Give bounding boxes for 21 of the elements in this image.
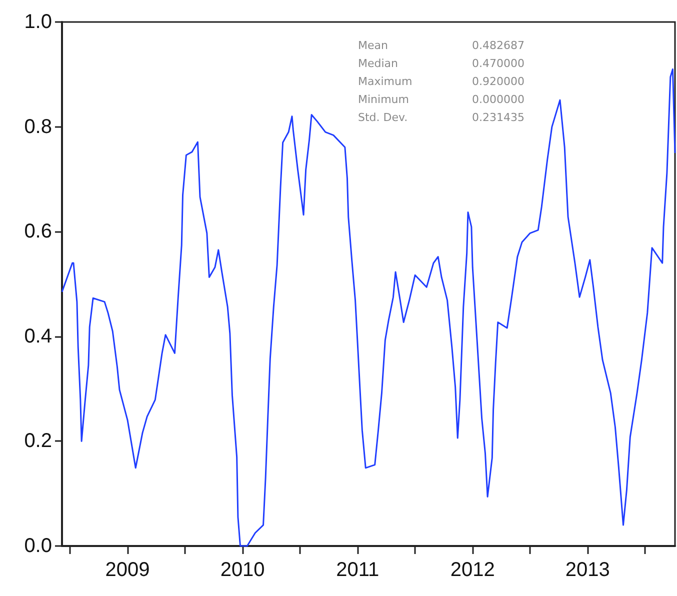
- annotation: 0.482687: [472, 39, 524, 52]
- x-tick-label: 2010: [220, 559, 265, 581]
- x-tick-label: 2009: [105, 559, 150, 581]
- y-tick-label: 0.8: [24, 116, 52, 138]
- y-tick-label: 0.2: [24, 430, 52, 452]
- annotation: Mean: [358, 39, 388, 52]
- x-tick-label: 2012: [450, 559, 495, 581]
- annotation: 0.231435: [472, 111, 524, 124]
- annotation: Std. Dev.: [358, 111, 408, 124]
- x-tick-label: 2013: [565, 559, 610, 581]
- annotation: Maximum: [358, 75, 412, 88]
- annotation: 0.920000: [472, 75, 524, 88]
- y-tick-label: 0.4: [24, 325, 52, 348]
- y-tick-label: 1.0: [24, 11, 52, 33]
- annotation: Median: [358, 57, 398, 70]
- annotation: 0.000000: [472, 93, 524, 106]
- y-tick-label: 0.0: [24, 535, 52, 557]
- annotation: Minimum: [358, 93, 409, 106]
- annotation: 0.470000: [472, 57, 524, 70]
- y-tick-label: 0.6: [24, 220, 52, 243]
- x-tick-label: 2011: [336, 559, 380, 581]
